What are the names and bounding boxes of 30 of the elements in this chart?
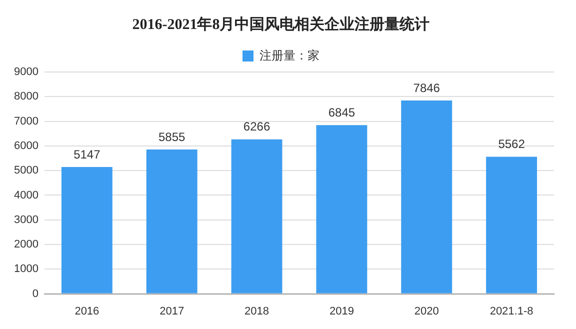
x-tick-label: 2018 bbox=[244, 305, 270, 318]
y-tick-label: 1000 bbox=[14, 263, 38, 276]
bar bbox=[61, 166, 112, 294]
bar bbox=[316, 125, 368, 294]
legend-label: 注册量：家 bbox=[260, 48, 320, 62]
x-tick-label: 2016 bbox=[74, 305, 100, 318]
data-label: 5147 bbox=[74, 147, 101, 162]
chart-title: 2016-2021年8月中国风电相关企业注册量统计 bbox=[132, 14, 430, 33]
data-label: 6266 bbox=[243, 120, 270, 134]
y-tick-label: 2000 bbox=[14, 238, 38, 251]
data-label: 5855 bbox=[158, 130, 186, 144]
bar bbox=[401, 100, 452, 294]
bar bbox=[146, 150, 198, 294]
y-tick-label: 7000 bbox=[14, 115, 38, 128]
y-tick-label: 0 bbox=[32, 288, 38, 300]
data-label: 5562 bbox=[498, 137, 526, 152]
y-tick-label: 9000 bbox=[14, 66, 38, 78]
x-tick-label: 2021.1-8 bbox=[490, 305, 534, 318]
bar bbox=[231, 139, 282, 294]
y-tick-label: 5000 bbox=[14, 164, 38, 177]
y-tick-label: 8000 bbox=[14, 90, 38, 103]
data-label: 6845 bbox=[328, 105, 356, 120]
y-tick-label: 4000 bbox=[14, 189, 38, 202]
bar bbox=[486, 156, 538, 294]
x-tick-label: 2019 bbox=[329, 305, 354, 318]
x-tick-label: 2017 bbox=[160, 305, 184, 318]
y-tick-label: 3000 bbox=[14, 214, 38, 226]
data-label: 7846 bbox=[413, 80, 440, 95]
y-tick-label: 6000 bbox=[14, 140, 38, 152]
x-tick-label: 2020 bbox=[414, 305, 439, 318]
